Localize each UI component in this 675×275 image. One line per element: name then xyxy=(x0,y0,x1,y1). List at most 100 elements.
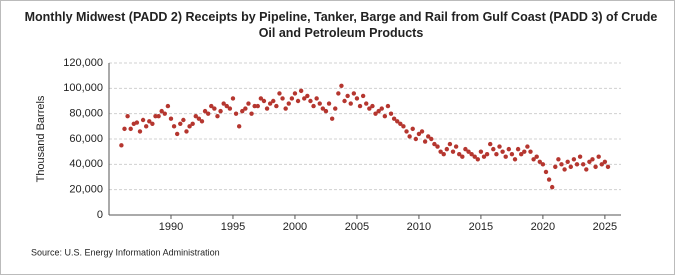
data-point xyxy=(491,146,496,152)
data-point xyxy=(280,96,285,101)
data-point xyxy=(506,146,512,152)
data-point xyxy=(457,152,462,157)
data-point xyxy=(202,108,208,114)
data-point xyxy=(450,149,456,154)
data-point xyxy=(543,169,549,175)
data-point xyxy=(478,149,484,154)
data-point xyxy=(360,93,366,99)
y-axis-label: Thousand Barrels xyxy=(35,95,47,182)
data-point xyxy=(267,101,273,106)
data-point xyxy=(364,101,369,106)
data-point xyxy=(568,164,573,170)
data-point xyxy=(528,149,533,154)
data-point xyxy=(193,114,198,119)
data-point xyxy=(481,154,487,159)
data-point xyxy=(391,116,397,121)
data-point xyxy=(218,108,223,114)
data-point xyxy=(376,108,381,114)
data-point xyxy=(574,162,580,167)
data-point xyxy=(249,111,254,116)
data-point xyxy=(224,103,229,109)
data-point xyxy=(562,167,567,172)
data-point xyxy=(230,96,236,101)
data-point xyxy=(252,103,257,109)
data-point xyxy=(333,106,338,111)
data-point xyxy=(549,184,555,190)
x-tick-label: 2025 xyxy=(593,221,617,233)
data-point xyxy=(509,152,515,157)
data-point xyxy=(162,111,167,116)
data-point xyxy=(379,106,384,111)
y-tick-label: 40,000 xyxy=(69,158,103,170)
data-point xyxy=(571,157,577,162)
data-point xyxy=(388,111,394,116)
data-point xyxy=(537,159,542,164)
data-point xyxy=(419,129,425,134)
data-point xyxy=(385,103,391,109)
data-point xyxy=(178,121,183,127)
data-point xyxy=(171,124,177,129)
data-point xyxy=(531,157,536,162)
data-point xyxy=(438,149,443,154)
data-point xyxy=(295,98,301,104)
data-point xyxy=(432,141,437,147)
data-point xyxy=(472,154,477,159)
data-point xyxy=(556,157,561,162)
x-tick-label: 2000 xyxy=(283,221,307,233)
data-point xyxy=(401,124,406,129)
data-point xyxy=(453,144,459,149)
y-tick-label: 20,000 xyxy=(69,184,103,196)
data-point xyxy=(410,126,415,132)
data-point xyxy=(354,96,360,101)
data-point xyxy=(460,154,465,159)
data-point xyxy=(398,121,403,127)
data-point xyxy=(187,124,192,129)
data-point xyxy=(289,96,295,101)
data-point xyxy=(184,129,189,134)
data-point xyxy=(190,121,195,127)
data-point xyxy=(320,106,326,111)
data-point xyxy=(153,114,158,119)
data-point xyxy=(407,134,412,139)
data-point xyxy=(488,141,493,147)
data-point xyxy=(540,162,546,167)
data-point xyxy=(404,129,409,134)
data-point xyxy=(323,108,329,114)
y-tick-label: 120,000 xyxy=(63,57,103,69)
data-point xyxy=(181,117,186,123)
data-point xyxy=(519,152,524,157)
x-tick-label: 2020 xyxy=(531,221,555,233)
y-tick-label: 60,000 xyxy=(69,133,103,145)
data-point xyxy=(326,101,332,106)
data-point xyxy=(345,93,350,99)
data-point xyxy=(209,103,214,109)
data-point xyxy=(159,108,164,114)
data-point xyxy=(236,124,242,129)
data-point xyxy=(534,154,539,159)
data-point xyxy=(233,111,239,116)
data-point xyxy=(515,146,521,152)
data-point xyxy=(215,114,220,119)
data-point xyxy=(255,103,260,109)
data-point xyxy=(311,103,316,109)
y-tick-label: 100,000 xyxy=(63,82,103,94)
data-point xyxy=(370,103,375,109)
data-point xyxy=(444,146,450,152)
data-point xyxy=(577,154,583,159)
data-point xyxy=(559,162,564,167)
data-point xyxy=(605,164,611,170)
data-point xyxy=(314,96,319,101)
y-tick-label: 0 xyxy=(97,209,103,221)
data-point xyxy=(212,106,217,111)
data-point xyxy=(584,167,589,172)
x-tick-label: 2015 xyxy=(469,221,493,233)
data-point xyxy=(351,91,357,96)
data-point xyxy=(342,98,347,104)
data-point xyxy=(500,149,505,154)
data-point xyxy=(382,114,388,119)
data-point xyxy=(174,131,180,137)
data-point xyxy=(292,91,298,96)
data-point xyxy=(308,98,313,104)
data-point xyxy=(416,131,422,137)
